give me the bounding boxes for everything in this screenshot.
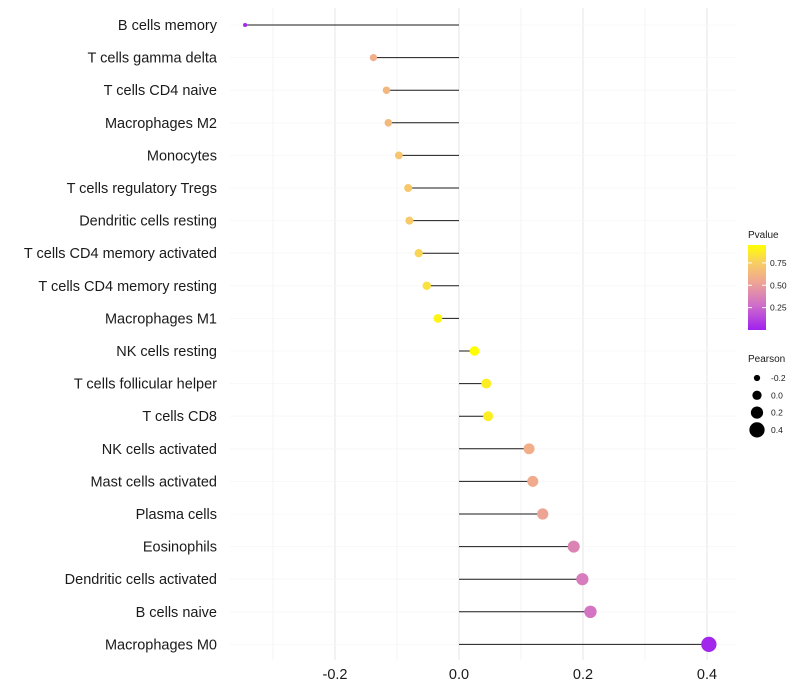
category-label: Dendritic cells resting bbox=[79, 214, 217, 230]
lollipop-point bbox=[382, 86, 391, 94]
lollipop-point bbox=[384, 119, 393, 127]
lollipop-point bbox=[567, 540, 580, 553]
category-label: T cells gamma delta bbox=[88, 51, 218, 67]
category-label: T cells CD4 memory activated bbox=[24, 246, 217, 262]
grid bbox=[230, 8, 735, 660]
size-legend-dot bbox=[752, 390, 762, 400]
category-label: Macrophages M0 bbox=[105, 637, 217, 653]
x-tick-label: 0.4 bbox=[697, 667, 717, 683]
category-label: Macrophages M2 bbox=[105, 116, 217, 132]
x-tick-label: 0.0 bbox=[449, 667, 469, 683]
pearson-legend-title: Pearson bbox=[748, 354, 785, 365]
lollipop-point bbox=[481, 378, 492, 389]
lollipop-point bbox=[584, 605, 597, 619]
category-label: Macrophages M1 bbox=[105, 311, 217, 327]
category-label: Mast cells activated bbox=[90, 474, 217, 490]
category-label: B cells naive bbox=[136, 605, 217, 621]
category-label: T cells CD4 naive bbox=[104, 83, 217, 99]
lollipop-point bbox=[701, 636, 717, 653]
pvalue-colorbar bbox=[748, 245, 766, 330]
size-legend-label: -0.2 bbox=[771, 373, 786, 383]
lollipop-point bbox=[243, 22, 248, 28]
category-label: T cells follicular helper bbox=[74, 377, 217, 393]
category-label: Dendritic cells activated bbox=[65, 572, 217, 588]
lollipop-point bbox=[469, 346, 480, 356]
category-label: Eosinophils bbox=[143, 540, 217, 556]
category-label: NK cells resting bbox=[116, 344, 217, 360]
stems bbox=[245, 24, 709, 645]
category-label: B cells memory bbox=[118, 18, 218, 34]
lollipop-point bbox=[523, 443, 535, 455]
category-label: NK cells activated bbox=[102, 442, 217, 458]
category-label: T cells CD8 bbox=[142, 409, 217, 425]
lollipop-point bbox=[527, 475, 539, 487]
size-legend-dot bbox=[753, 374, 761, 382]
colorbar-tick-label: 0.50 bbox=[770, 280, 787, 290]
lollipop-point bbox=[414, 249, 423, 258]
size-legend-dot bbox=[749, 422, 765, 438]
points bbox=[243, 22, 717, 653]
category-labels: B cells memory T cells gamma delta T cells… bbox=[24, 18, 218, 653]
lollipop-point bbox=[369, 54, 378, 62]
pvalue-legend-title: Pvalue bbox=[748, 230, 779, 241]
x-tick-label: 0.2 bbox=[573, 667, 593, 683]
lollipop-point bbox=[433, 314, 443, 323]
lollipop-point bbox=[405, 216, 414, 225]
size-legend-dot bbox=[750, 406, 764, 419]
size-legend-label: 0.2 bbox=[771, 408, 783, 418]
x-axis-ticks: -0.2 0.0 0.2 0.4 bbox=[323, 667, 718, 683]
pvalue-legend: Pvalue 0.25 0.50 0.75 bbox=[748, 230, 787, 330]
lollipop-point bbox=[394, 151, 403, 160]
size-legend-label: 0.0 bbox=[771, 390, 783, 400]
category-label: Plasma cells bbox=[136, 507, 217, 523]
colorbar-tick-label: 0.75 bbox=[770, 258, 787, 268]
lollipop-point bbox=[483, 411, 494, 422]
lollipop-point bbox=[422, 281, 431, 291]
category-label: T cells regulatory Tregs bbox=[67, 181, 217, 197]
pearson-legend: Pearson -0.2 0.0 0.2 0.4 bbox=[748, 354, 786, 438]
category-label: T cells CD4 memory resting bbox=[38, 279, 217, 295]
lollipop-point bbox=[537, 508, 549, 520]
x-tick-label: -0.2 bbox=[323, 667, 348, 683]
colorbar-tick-label: 0.25 bbox=[770, 303, 787, 313]
lollipop-point bbox=[404, 183, 413, 193]
size-legend-label: 0.4 bbox=[771, 425, 783, 435]
lollipop-point bbox=[576, 573, 589, 586]
category-label: Monocytes bbox=[147, 148, 217, 164]
